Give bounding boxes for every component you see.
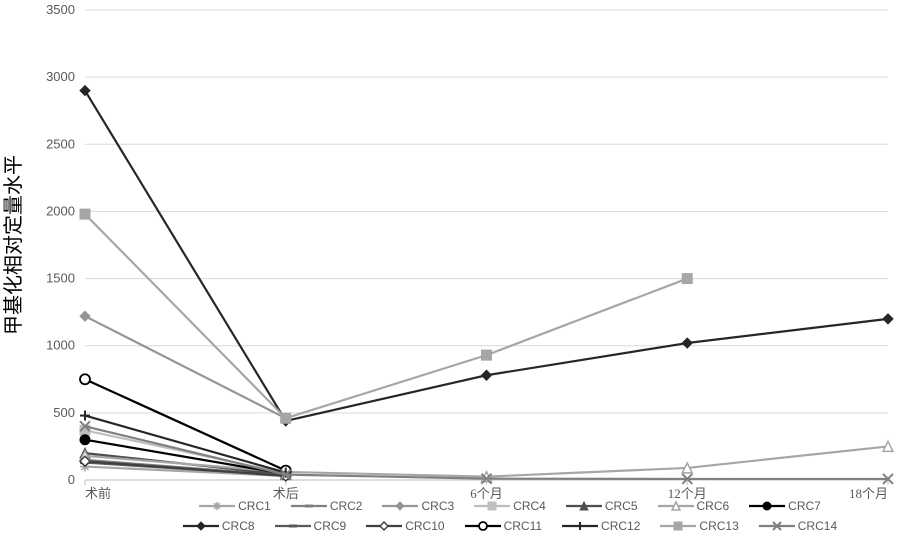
legend-swatch-icon [566, 500, 602, 512]
legend-swatch-icon [465, 520, 501, 532]
legend-item-CRC4: CRC4 [474, 499, 546, 513]
ytick-label: 0 [68, 472, 75, 487]
line-chart: 0500100015002000250030003500术前术后6个月12个月1… [0, 0, 901, 547]
legend-swatch-icon [199, 500, 235, 512]
legend-swatch-icon [275, 520, 311, 532]
ytick-label: 2000 [46, 203, 75, 218]
series-CRC13 [80, 209, 692, 423]
legend-item-CRC5: CRC5 [566, 499, 638, 513]
legend-label: CRC5 [605, 499, 638, 513]
legend-swatch-icon [474, 500, 510, 512]
legend-item-CRC9: CRC9 [275, 519, 347, 533]
ytick-label: 3000 [46, 69, 75, 84]
chart-stage: 0500100015002000250030003500术前术后6个月12个月1… [0, 0, 901, 547]
legend-item-CRC8: CRC8 [183, 519, 255, 533]
legend-label: CRC4 [513, 499, 546, 513]
legend-swatch-icon [660, 520, 696, 532]
ytick-label: 3500 [46, 2, 75, 17]
legend-label: CRC13 [699, 519, 738, 533]
legend-label: CRC1 [238, 499, 271, 513]
series-CRC11 [80, 374, 291, 475]
xtick-label: 术前 [85, 486, 111, 501]
legend-label: CRC12 [601, 519, 640, 533]
legend-swatch-icon [366, 520, 402, 532]
legend-swatch-icon [658, 500, 694, 512]
legend-label: CRC10 [405, 519, 444, 533]
legend-swatch-icon [382, 500, 418, 512]
legend-item-CRC7: CRC7 [749, 499, 821, 513]
legend-swatch-icon [183, 520, 219, 532]
ytick-label: 2500 [46, 136, 75, 151]
legend-swatch-icon [759, 520, 795, 532]
y-axis-label: 甲基化相对定量水平 [2, 155, 25, 335]
legend-item-CRC12: CRC12 [562, 519, 640, 533]
series-CRC3 [80, 311, 291, 423]
ytick-label: 1500 [46, 271, 75, 286]
legend-item-CRC14: CRC14 [759, 519, 837, 533]
legend-swatch-icon [749, 500, 785, 512]
legend-label: CRC11 [504, 519, 542, 533]
legend: CRC1 CRC2 CRC3 CRC4 CRC5 CRC6 CRC7 CRC8 CRC9 CRC1… [130, 499, 890, 539]
legend-swatch-icon [291, 500, 327, 512]
legend-label: CRC9 [314, 519, 347, 533]
legend-item-CRC3: CRC3 [382, 499, 454, 513]
legend-item-CRC2: CRC2 [291, 499, 363, 513]
legend-label: CRC3 [421, 499, 454, 513]
legend-swatch-icon [562, 520, 598, 532]
legend-item-CRC11: CRC11 [465, 519, 542, 533]
legend-label: CRC14 [798, 519, 837, 533]
ytick-label: 1000 [46, 338, 75, 353]
legend-item-CRC13: CRC13 [660, 519, 738, 533]
legend-item-CRC1: CRC1 [199, 499, 271, 513]
series-CRC6 [80, 441, 893, 481]
legend-item-CRC10: CRC10 [366, 519, 444, 533]
ytick-label: 500 [53, 405, 75, 420]
legend-label: CRC8 [222, 519, 255, 533]
legend-label: CRC2 [330, 499, 363, 513]
legend-item-CRC6: CRC6 [658, 499, 730, 513]
legend-label: CRC6 [697, 499, 730, 513]
legend-label: CRC7 [788, 499, 821, 513]
